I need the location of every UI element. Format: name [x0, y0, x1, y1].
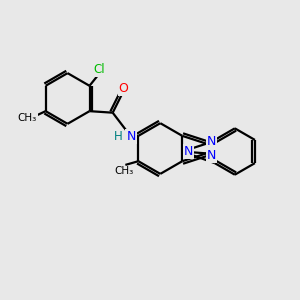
Text: N: N — [207, 135, 216, 148]
Text: H: H — [114, 130, 123, 143]
Text: N: N — [184, 145, 194, 158]
Text: N: N — [127, 130, 136, 143]
Text: Cl: Cl — [94, 63, 106, 76]
Text: CH₃: CH₃ — [114, 167, 134, 176]
Text: N: N — [207, 149, 216, 162]
Text: CH₃: CH₃ — [18, 113, 37, 123]
Text: O: O — [118, 82, 128, 95]
